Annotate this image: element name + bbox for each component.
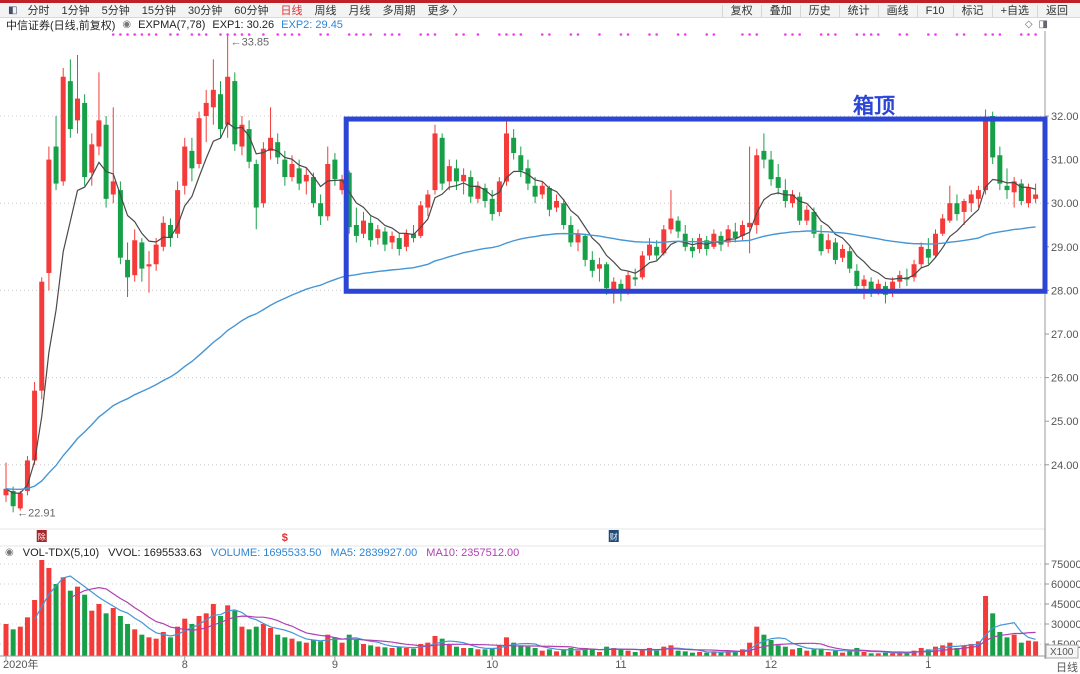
volume-value: VOLUME: 1695533.50 [210, 547, 322, 559]
diamond-mark-icon[interactable]: ◇ [1024, 19, 1033, 30]
price-tick-label: 31.00 [1051, 155, 1079, 167]
volume-tick-label: 60000 [1051, 579, 1080, 591]
vol-ma5-value: MA5: 2839927.00 [330, 547, 418, 559]
period-tab[interactable]: 分时 [27, 5, 50, 17]
toolbar-button[interactable]: F10 [916, 5, 953, 17]
pane-toggle-icon[interactable]: ◨ [1038, 19, 1048, 30]
volume-indicator-header: ◉ VOL-TDX(5,10) VVOL: 1695533.63 VOLUME:… [5, 547, 519, 559]
period-indicator-label: 日线 [1056, 660, 1078, 674]
event-marker-dollar[interactable]: $ [282, 532, 288, 544]
vvol-value: VVOL: 1695533.63 [108, 547, 202, 559]
exp1-line [5, 121, 1036, 494]
period-tab[interactable]: 多周期 [382, 5, 416, 17]
period-tab[interactable]: 5分钟 [101, 5, 130, 17]
period-tab[interactable]: 周线 [314, 5, 337, 17]
high-price-label: ←33.85 [231, 36, 270, 48]
month-tick-label: 1 [925, 659, 931, 671]
candles-layer [3, 35, 1039, 513]
vol-ma10-value: MA10: 2357512.00 [426, 547, 520, 559]
price-tick-label: 29.00 [1051, 242, 1079, 254]
volume-bars-layer [3, 560, 1039, 656]
period-tab[interactable]: 60分钟 [234, 5, 269, 17]
toolbar-button[interactable]: 叠加 [760, 5, 800, 17]
event-marker-glyph: 财 [610, 532, 618, 542]
vol-indicator-label: VOL-TDX(5,10) [22, 547, 100, 559]
window-layout-icon[interactable]: ◧ [8, 4, 18, 16]
grid-layer [0, 115, 1045, 645]
price-tick-label: 30.00 [1051, 198, 1079, 210]
price-tick-label: 28.00 [1051, 285, 1079, 297]
volume-ma10-line [70, 586, 1036, 653]
price-tick-label: 27.00 [1051, 329, 1079, 341]
price-tick-label: 25.00 [1051, 416, 1079, 428]
low-price-label: ←22.91 [17, 507, 56, 519]
toolbar-button[interactable]: 统计 [838, 5, 878, 17]
month-tick-label: 9 [332, 659, 338, 671]
month-tick-label: 8 [182, 659, 188, 671]
period-tab[interactable]: 15分钟 [141, 5, 176, 17]
window-title-strip [0, 0, 1080, 3]
period-tab[interactable]: 更多 〉 [427, 5, 464, 17]
period-tabs: 分时 1分钟 5分钟 15分钟 30分钟 60分钟 日线 周线 月线 多周期 更多 〉 [21, 2, 469, 18]
price-tick-label: 32.00 [1051, 111, 1079, 123]
instrument-title: 中信证券(日线,前复权) [6, 19, 116, 32]
box-annotation[interactable] [343, 116, 1048, 294]
volume-tick-label: 45000 [1051, 599, 1080, 611]
toolbar-button[interactable]: 标记 [952, 5, 992, 17]
period-tab[interactable]: 1分钟 [61, 5, 90, 17]
exp1-value: EXP1: 30.26 [212, 18, 275, 31]
toolbar-button[interactable]: 复权 [721, 5, 761, 17]
candlestick-chart[interactable]: ←33.85 ←22.91 32.00 31.00 30.00 29.00 28.00 27.… [0, 31, 1080, 674]
month-tick-label: 11 [615, 659, 626, 671]
volume-unit-label: X100 [1050, 647, 1074, 658]
exp2-value: EXP2: 29.45 [281, 18, 343, 31]
volume-indicator-toggle-icon[interactable]: ◉ [5, 547, 14, 558]
month-tick-label: 10 [486, 659, 498, 671]
period-tab[interactable]: 30分钟 [187, 5, 223, 17]
indicator-name: EXPMA(7,78) [138, 18, 206, 31]
price-tick-label: 24.00 [1051, 460, 1079, 472]
volume-tick-label: 75000 [1051, 559, 1080, 571]
month-tick-label: 12 [765, 659, 777, 671]
volume-tick-label: 30000 [1051, 619, 1080, 631]
price-tick-label: 26.00 [1051, 373, 1079, 385]
toolbar-button[interactable]: 画线 [877, 5, 917, 17]
month-tick-label: 2020年 [3, 657, 38, 671]
event-marker-badge[interactable] [36, 530, 47, 542]
chart-area[interactable]: ←33.85 ←22.91 32.00 31.00 30.00 29.00 28.00 27.… [0, 31, 1080, 674]
toolbar-button[interactable]: 返回 [1037, 5, 1076, 17]
volume-unit-box [1045, 644, 1079, 659]
exp2-line [5, 226, 1036, 491]
period-tab[interactable]: 月线 [348, 5, 371, 17]
toolbar-button[interactable]: +自选 [991, 5, 1037, 17]
period-tabbar: ◧ 分时 1分钟 5分钟 15分钟 30分钟 60分钟 日线 周线 月线 多周期 更多 〉 复权 叠加… [0, 3, 1080, 18]
event-marker-glyph: 除 [38, 532, 46, 542]
period-tab[interactable]: 日线 [280, 5, 303, 17]
toolbar-button[interactable]: 历史 [799, 5, 839, 17]
indicator-toggle-icon[interactable]: ◉ [122, 19, 132, 30]
toolbar-right-buttons: 复权 叠加 历史 统计 画线 F10 标记 +自选 返回 [721, 2, 1076, 18]
box-annotation-label: 箱顶 [853, 94, 895, 118]
event-marker-badge[interactable] [608, 530, 619, 542]
indicator-infobar: 中信证券(日线,前复权) ◉ EXPMA(7,78) EXP1: 30.26 E… [0, 18, 1080, 32]
signal-dots-layer [111, 33, 1037, 36]
